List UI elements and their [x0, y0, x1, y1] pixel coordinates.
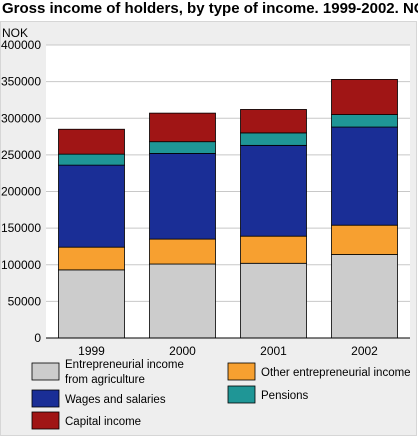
- bar-segment-5: [331, 79, 398, 115]
- x-tick-label: 2001: [260, 344, 287, 358]
- y-tick-label: 350000: [1, 75, 41, 89]
- bar-segment-5: [240, 109, 307, 134]
- y-tick-label: 200000: [1, 185, 41, 199]
- bar-segment-5: [149, 112, 216, 143]
- bar-segment-2: [240, 235, 307, 264]
- legend-label: Other entrepreneurial income: [261, 367, 411, 379]
- bar-segment-3: [58, 164, 125, 248]
- x-axis-ticks: 1999 2000 2001 2002: [78, 344, 378, 358]
- y-axis-label: NOK: [2, 26, 28, 40]
- bar-segment-3: [331, 126, 398, 226]
- x-tick-label: 1999: [78, 344, 105, 358]
- y-tick-label: 0: [34, 331, 41, 345]
- legend-label: Capital income: [65, 416, 141, 428]
- legend-label: Pensions: [261, 390, 309, 402]
- legend-item: Wages and salaries: [31, 389, 166, 408]
- legend-item: Pensions: [227, 385, 309, 404]
- legend: Entrepreneurial income from agriculture Ot…: [31, 359, 411, 430]
- bar-segment-4: [149, 141, 216, 154]
- y-tick-label: 400000: [1, 38, 41, 52]
- y-tick-label: 150000: [1, 221, 41, 235]
- y-axis-ticks: 0 50000 100000 150000 200000 250000 300000 3500…: [1, 38, 41, 345]
- bar-segment-3: [240, 144, 307, 237]
- legend-item: Other entrepreneurial income: [227, 362, 411, 381]
- bar-segment-3: [149, 153, 216, 240]
- y-tick-label: 250000: [1, 148, 41, 162]
- bar-segment-4: [331, 114, 398, 128]
- chart-title: Gross income of holders, by type of inco…: [2, 0, 418, 17]
- legend-swatch: [227, 385, 256, 404]
- bar-segment-4: [240, 132, 307, 146]
- bar-segment-2: [331, 224, 398, 255]
- x-tick-label: 2000: [169, 344, 196, 358]
- x-tick-label: 2002: [351, 344, 378, 358]
- bar-segment-1: [240, 262, 307, 339]
- y-tick-label: 100000: [1, 258, 41, 272]
- legend-swatch: [227, 362, 256, 381]
- legend-item: Entrepreneurial income from agriculture: [31, 359, 184, 386]
- legend-label: Wages and salaries: [65, 394, 166, 406]
- y-tick-label: 300000: [1, 111, 41, 125]
- bars: [58, 79, 398, 339]
- legend-swatch: [31, 362, 60, 381]
- bar-segment-1: [58, 269, 125, 339]
- legend-label: Entrepreneurial income: [65, 359, 184, 371]
- legend-item: Capital income: [31, 411, 141, 430]
- bar-segment-1: [331, 254, 398, 339]
- bar-segment-2: [58, 246, 125, 271]
- legend-label: from agriculture: [65, 374, 145, 386]
- bar-segment-4: [58, 153, 125, 166]
- legend-swatch: [31, 411, 60, 430]
- bar-segment-5: [58, 128, 125, 155]
- bar-segment-2: [149, 238, 216, 265]
- legend-swatch: [31, 389, 60, 408]
- bar-segment-1: [149, 263, 216, 339]
- y-tick-label: 50000: [8, 294, 42, 308]
